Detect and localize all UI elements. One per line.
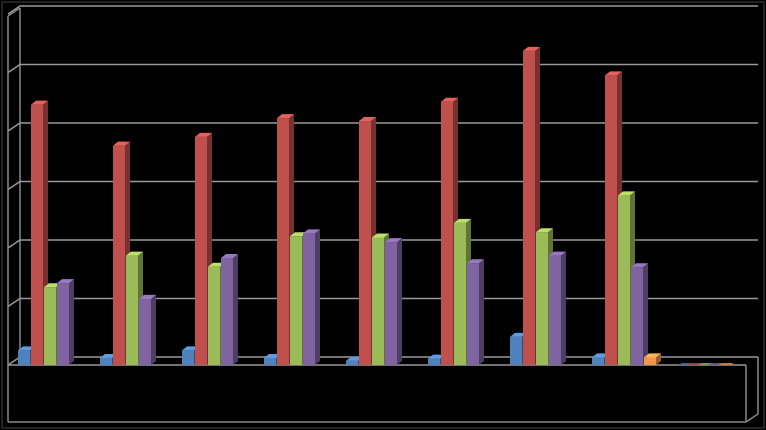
bar-front [644,357,656,365]
bar-top [44,283,61,288]
bar-front [441,101,453,365]
gridline-2 [7,239,758,249]
bar-front [631,267,643,365]
bar-front [454,222,466,365]
bar-front [523,50,535,365]
bar-top [208,262,225,267]
bar-top [644,353,661,358]
bar-side [315,229,320,365]
gridline-4 [7,122,758,132]
bar-front [359,121,371,366]
bar-top [441,97,458,102]
bar-top [372,233,389,238]
bar-front [536,232,548,365]
bar-top [31,100,48,105]
bar-front [510,336,522,365]
bar-front [57,283,69,365]
bar-s3-c5 [385,238,402,365]
bar-top [139,294,156,299]
bar-top [428,354,445,359]
bars [18,46,734,366]
bar-front [221,257,233,365]
bar-front [346,360,358,365]
bar-front [592,357,604,365]
bar-s3-c6 [467,259,484,365]
bar-s3-c7 [549,251,566,365]
bar-front [303,233,315,365]
bar-top [303,229,320,234]
bar-front [467,263,479,365]
bar-front [372,237,384,365]
top-left-edge [7,7,21,17]
bar-side [643,263,648,365]
bar-front [290,236,302,365]
bar-top [126,251,143,256]
bar-front [31,104,43,366]
bar-top [182,346,199,351]
bar-front [18,350,30,365]
bar-front [428,358,440,365]
bar-top [618,191,635,196]
bar-side [479,259,484,365]
bar-s3-c4 [303,229,320,365]
gridline-5 [7,63,758,74]
bar-top [385,238,402,243]
bar-top [359,117,376,122]
bar-side [561,251,566,365]
bar-top [57,279,74,284]
bar-top [631,263,648,268]
bar-top [100,353,117,358]
bar-top [549,251,566,256]
bar-s3-c1 [57,279,74,365]
bar-top [18,346,35,351]
bar-front [100,357,112,365]
gridline-6 [7,5,758,15]
bottom-right-depth [745,413,759,423]
bar-front [113,145,125,365]
bar-top [467,259,484,264]
bar-side [397,238,402,365]
bar-s4-c8 [644,353,661,365]
bar-front [277,118,289,365]
bar-s3-c2 [139,294,156,365]
bar-front [605,75,617,366]
bar-front [549,255,561,365]
bar-top [605,71,622,76]
bar-front [139,298,151,365]
bar-front [195,136,207,365]
bar-front [264,357,276,365]
bar-top [592,353,609,358]
bar-front [182,350,194,365]
bar-front [126,255,138,365]
bar-s3-c8 [631,263,648,365]
bar-front [618,195,630,365]
bar-s4-c9 [718,363,734,365]
bar-top [113,141,130,146]
bar-top [510,332,527,337]
bar-top [523,46,540,51]
bar-side [69,279,74,365]
bar-front [44,287,56,365]
bar-top [346,356,363,361]
gridline-3 [7,180,758,191]
bar-top [195,132,212,137]
bar-side [656,353,661,365]
bar-front [208,266,220,365]
bar-top [264,353,281,358]
gridline-1 [7,297,758,308]
bar-top [277,114,294,119]
bar-top [290,232,307,237]
bar-top [536,228,553,233]
bar-side [233,253,238,365]
bar-top [454,218,471,223]
bar-side [151,294,156,365]
bar-front [385,242,397,365]
bar-top [221,253,238,258]
bar-s3-c3 [221,253,238,365]
